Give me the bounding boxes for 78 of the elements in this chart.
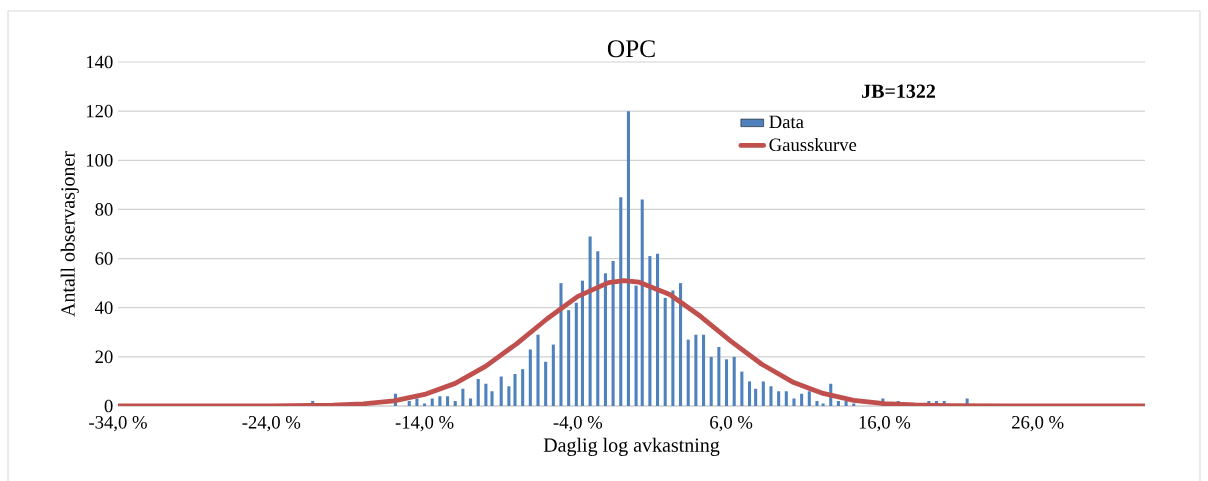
- bar: [407, 401, 411, 406]
- bar: [544, 361, 548, 406]
- legend-label: Gausskurve: [769, 137, 857, 152]
- bar: [580, 280, 584, 406]
- bar: [626, 111, 630, 406]
- x-tick-label: 6,0 %: [710, 416, 753, 432]
- bar: [717, 347, 721, 406]
- bar: [740, 371, 744, 406]
- annotation: JB=1322: [862, 84, 936, 98]
- bar: [559, 283, 563, 406]
- bar: [769, 386, 773, 406]
- bar: [844, 401, 848, 406]
- bar: [640, 199, 644, 406]
- bar: [800, 393, 804, 406]
- bar: [415, 398, 419, 406]
- bar: [603, 273, 607, 406]
- x-tick-label: -34,0 %: [89, 416, 147, 432]
- legend-label: Data: [769, 115, 804, 129]
- y-tick-label: 0: [104, 399, 113, 413]
- y-tick-label: 80: [95, 203, 113, 216]
- bar: [836, 401, 840, 406]
- y-tick-label: 140: [86, 55, 113, 69]
- bar: [596, 251, 600, 406]
- x-tick-label: -14,0 %: [395, 416, 454, 432]
- y-tick-label: 40: [94, 301, 113, 315]
- bar: [702, 334, 706, 406]
- bar: [686, 339, 690, 406]
- bar: [551, 344, 555, 406]
- bar: [694, 334, 698, 406]
- bar: [430, 398, 434, 406]
- bar: [484, 383, 488, 406]
- bar: [815, 401, 819, 406]
- line-series: [118, 278, 1145, 406]
- bar: [634, 285, 638, 406]
- bar: [528, 349, 532, 406]
- bar: [732, 356, 736, 406]
- x-tick-label: -24,0 %: [242, 416, 301, 432]
- bar: [438, 396, 442, 406]
- bar: [679, 283, 683, 406]
- bar: [521, 369, 525, 406]
- y-tick-label: 60: [95, 252, 113, 265]
- y-tick-label: 100: [86, 153, 113, 167]
- chart-title: OPC: [607, 40, 655, 58]
- bar: [747, 381, 752, 406]
- bar: [656, 253, 660, 406]
- bar: [777, 391, 781, 406]
- bar: [446, 396, 450, 406]
- bar: [648, 256, 652, 406]
- bar: [784, 391, 788, 406]
- bar: [754, 388, 758, 406]
- bar: [513, 374, 517, 406]
- x-tick-label: 26,0 %: [1012, 416, 1064, 432]
- bar: [461, 388, 465, 406]
- bar: [663, 297, 667, 406]
- bar: [792, 398, 796, 406]
- bar: [536, 334, 540, 406]
- bar: [709, 356, 713, 406]
- bar: [507, 386, 511, 406]
- x-tick-label: -4,0 %: [553, 416, 603, 432]
- bar: [588, 236, 592, 406]
- bar: [469, 398, 473, 406]
- bar: [476, 378, 480, 406]
- bar: [725, 359, 729, 406]
- bar: [453, 401, 457, 406]
- bar: [807, 391, 811, 406]
- bar: [499, 376, 503, 406]
- bar: [761, 381, 765, 406]
- y-tick-label: 120: [86, 104, 113, 118]
- bar: [671, 290, 675, 406]
- bar: [567, 310, 571, 406]
- x-axis-title: Daglig log avkastning: [543, 437, 720, 456]
- y-axis-title: Antall observasjoner: [60, 151, 79, 317]
- bar: [619, 197, 623, 406]
- y-tick-label: 20: [95, 350, 113, 364]
- bar: [490, 391, 494, 406]
- bar: [611, 261, 615, 406]
- x-tick-label: 16,0 %: [859, 416, 911, 432]
- bar: [574, 302, 578, 406]
